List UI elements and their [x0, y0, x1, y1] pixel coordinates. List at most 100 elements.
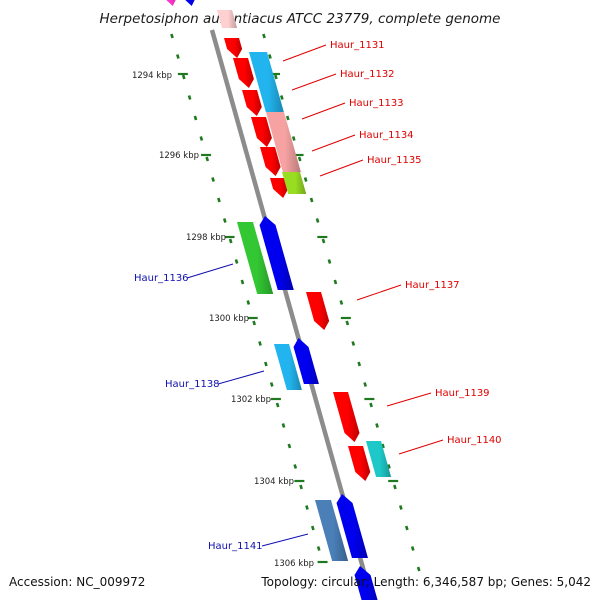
right-ruler-tick: [303, 177, 308, 182]
left-ruler-tick: [176, 54, 180, 59]
left-ruler-tick: [240, 279, 245, 285]
accession-text: Accession: NC_009972: [9, 575, 145, 589]
gene-haur-1137: [306, 292, 330, 330]
kbp-label-1306: 1306 kbp: [274, 559, 314, 569]
right-ruler-tick: [262, 33, 266, 39]
gene-label-haur-1139[interactable]: Haur_1139: [435, 388, 490, 399]
callout-haur-1132: [291, 73, 337, 91]
gene-red-4-shade: [251, 117, 272, 147]
right-ruler-tick: [393, 484, 397, 490]
right-ruler-tick: [363, 382, 368, 387]
gene-callouts: [186, 44, 444, 547]
callout-haur-1134: [311, 134, 356, 152]
gene-magenta-top: [164, 0, 178, 6]
right-ruler-tick: [399, 505, 403, 510]
gene-features: [164, 0, 392, 600]
left-ruler-tick: [170, 33, 174, 39]
callout-haur-1140: [398, 439, 444, 455]
gene-red-4: [251, 117, 272, 147]
right-ruler-tick: [345, 320, 350, 326]
gene-pale-red: [217, 10, 238, 28]
right-ruler-tick: [309, 197, 314, 203]
gene-haur-1139-shade: [333, 392, 360, 442]
right-ruler-tick: [357, 361, 362, 367]
right-ruler-tick: [416, 566, 421, 572]
gene-haur-1135: [282, 172, 307, 194]
gene-red-6: [270, 178, 289, 198]
gene-haur-1132: [249, 52, 284, 112]
gene-magenta-top-shade: [164, 0, 178, 6]
gene-label-haur-1138[interactable]: Haur_1138: [165, 379, 220, 390]
left-ruler-tick: [211, 177, 215, 182]
gene-haur-1138: [274, 344, 302, 390]
right-ruler-tick: [333, 279, 338, 285]
gene-haur-1136-shade: [237, 222, 274, 294]
gene-label-haur-1132[interactable]: Haur_1132: [340, 69, 395, 80]
right-ruler-tick: [327, 259, 332, 264]
gene-haur-1138-shade: [274, 344, 302, 390]
gene-haur-1141: [315, 500, 349, 561]
callout-haur-1138: [217, 370, 265, 385]
left-ruler-tick: [258, 341, 262, 346]
gene-red-1-shade: [224, 38, 243, 58]
right-ruler-tick: [351, 341, 356, 346]
gene-label-haur-1136[interactable]: Haur_1136: [134, 273, 189, 284]
gene-haur-1141-shade: [315, 500, 349, 561]
right-ruler-tick: [410, 546, 415, 551]
callout-haur-1139: [386, 392, 432, 407]
gene-label-haur-1141[interactable]: Haur_1141: [208, 541, 263, 552]
gene-blue-1138b: [293, 338, 319, 384]
gene-haur-1133-1134: [266, 112, 301, 172]
left-ruler-tick: [275, 402, 280, 408]
gene-blue-1136b-shade: [259, 216, 294, 290]
gene-haur-1140-shade: [366, 441, 392, 477]
gene-red-6-shade: [270, 178, 289, 198]
right-ruler-tick: [404, 525, 409, 531]
left-ruler-tick: [187, 95, 192, 100]
left-ruler-tick: [293, 464, 298, 469]
gene-red-1140a: [348, 446, 371, 481]
left-ruler-tick: [199, 136, 204, 141]
left-ruler-tick: [181, 74, 186, 80]
left-ruler-tick: [193, 115, 198, 121]
left-ruler-tick: [316, 546, 321, 551]
gene-label-haur-1131[interactable]: Haur_1131: [330, 40, 385, 51]
gene-blue-top-shade: [183, 0, 197, 6]
left-ruler-tick: [305, 505, 309, 510]
gene-haur-1139: [333, 392, 360, 442]
left-ruler-tick: [217, 197, 221, 203]
gene-label-haur-1137[interactable]: Haur_1137: [405, 280, 460, 291]
map-title: Herpetosiphon aurantiacus ATCC 23779, co…: [100, 11, 501, 27]
callout-haur-1133: [301, 102, 346, 120]
left-ruler-tick: [281, 423, 286, 428]
right-ruler-tick: [297, 156, 302, 162]
kbp-label-1304: 1304 kbp: [254, 477, 294, 487]
gene-haur-1136: [237, 222, 274, 294]
left-ruler-tick: [264, 361, 268, 367]
kbp-label-1298: 1298 kbp: [186, 233, 226, 243]
callout-haur-1136: [186, 263, 234, 279]
left-ruler-tick: [287, 443, 292, 449]
left-ruler-tick: [310, 525, 315, 531]
gene-label-haur-1133[interactable]: Haur_1133: [349, 98, 404, 109]
gene-blue-1138b-shade: [293, 338, 319, 384]
genome-summary-text: Topology: circular; Length: 6,346,587 bp…: [260, 575, 591, 589]
gene-haur-1132-shade: [249, 52, 284, 112]
callout-haur-1131: [282, 44, 327, 62]
left-ruler-tick: [234, 259, 239, 264]
right-ruler-tick: [280, 95, 284, 100]
right-ruler-tick: [321, 238, 326, 244]
gene-label-haur-1135[interactable]: Haur_1135: [367, 155, 422, 166]
right-ruler-tick: [285, 115, 290, 121]
left-ruler-tick: [299, 484, 303, 490]
ruler-tracks: [170, 33, 421, 572]
gene-label-haur-1140[interactable]: Haur_1140: [447, 435, 502, 446]
right-ruler-tick: [291, 136, 296, 141]
kbp-label-1296: 1296 kbp: [159, 151, 199, 161]
gene-blue-bottom-shade: [354, 566, 378, 600]
gene-red-2: [233, 58, 254, 88]
gene-label-haur-1134[interactable]: Haur_1134: [359, 130, 414, 141]
right-ruler-tick: [274, 74, 278, 80]
gene-haur-1133-1134-shade: [266, 112, 301, 172]
